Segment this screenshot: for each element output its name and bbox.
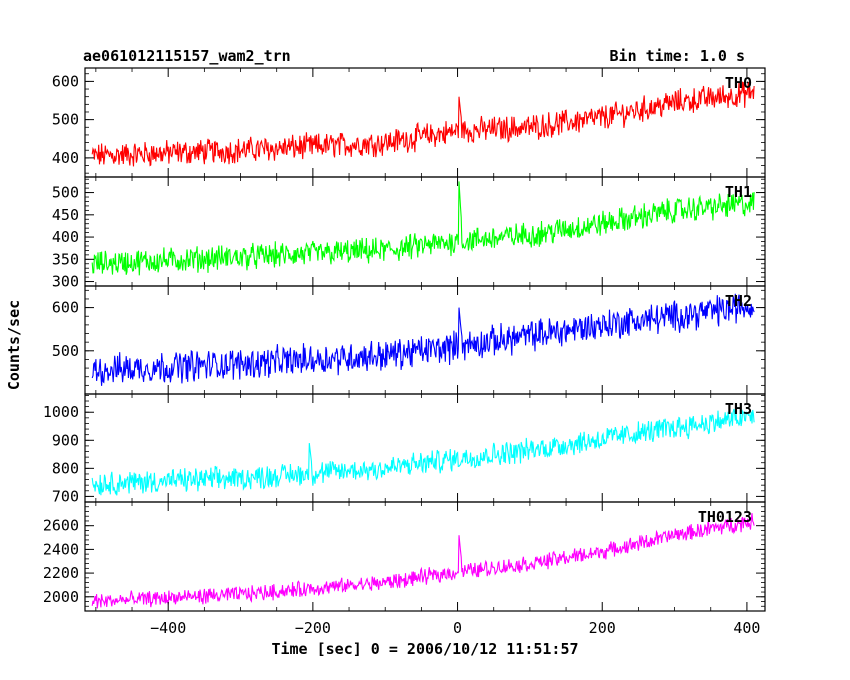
y-tick-label: 800 bbox=[52, 459, 79, 477]
panel-th1: 300 350 400 450 500 TH1 bbox=[52, 176, 766, 291]
y-tick-label: 2000 bbox=[43, 588, 79, 606]
y-tick-label: 600 bbox=[52, 72, 79, 90]
x-tick-label: 0 bbox=[453, 619, 462, 637]
x-tick-label: −400 bbox=[150, 619, 186, 637]
series-line-th2 bbox=[91, 293, 755, 386]
x-tick-label: −200 bbox=[295, 619, 331, 637]
chart-title: ae061012115157_wam2_trn bbox=[83, 47, 291, 65]
bin-time-label: Bin time: 1.0 s bbox=[610, 47, 745, 65]
y-tick-label: 1000 bbox=[43, 403, 79, 421]
y-tick-label: 700 bbox=[52, 487, 79, 505]
y-axis-label: Counts/sec bbox=[5, 300, 23, 390]
y-tick-label: 500 bbox=[52, 184, 79, 202]
y-tick-label: 450 bbox=[52, 206, 79, 224]
panel-frame bbox=[84, 501, 766, 612]
series-line-th0 bbox=[91, 81, 755, 167]
y-tick-label: 400 bbox=[52, 228, 79, 246]
y-tick-label: 900 bbox=[52, 431, 79, 449]
x-axis-label: Time [sec] 0 = 2006/10/12 11:51:57 bbox=[271, 640, 578, 658]
panel-frame bbox=[84, 285, 766, 395]
panel-label: TH1 bbox=[725, 183, 752, 201]
y-tick-label: 2600 bbox=[43, 517, 79, 535]
series-line-th3 bbox=[91, 408, 755, 496]
y-tick-label: 400 bbox=[52, 149, 79, 167]
panel-label: TH2 bbox=[725, 292, 752, 310]
panels-group: 400 500 600 TH0 300 350 400 450 500 TH1 500 600 TH2 7… bbox=[43, 67, 766, 612]
y-tick-label: 300 bbox=[52, 273, 79, 291]
series-line-th1 bbox=[91, 181, 755, 276]
panel-th3: 700 800 900 1000 TH3 bbox=[43, 393, 766, 505]
y-tick-label: 350 bbox=[52, 250, 79, 268]
panel-label: TH0123 bbox=[698, 508, 752, 526]
y-tick-label: 2400 bbox=[43, 540, 79, 558]
panel-frame bbox=[84, 176, 766, 287]
panel-th0123: 2000 2200 2400 2600 TH0123 bbox=[43, 501, 766, 612]
x-tick-label: 200 bbox=[589, 619, 616, 637]
y-tick-label: 2200 bbox=[43, 564, 79, 582]
panel-th0: 400 500 600 TH0 bbox=[52, 67, 766, 178]
y-tick-label: 500 bbox=[52, 111, 79, 129]
panel-label: TH0 bbox=[725, 74, 752, 92]
y-tick-label: 600 bbox=[52, 299, 79, 317]
series-line-th0123 bbox=[91, 513, 755, 609]
panel-label: TH3 bbox=[725, 400, 752, 418]
y-tick-label: 500 bbox=[52, 342, 79, 360]
x-axis: −400 −200 0 200 400 bbox=[150, 619, 760, 637]
panel-th2: 500 600 TH2 bbox=[52, 285, 766, 395]
x-tick-label: 400 bbox=[733, 619, 760, 637]
